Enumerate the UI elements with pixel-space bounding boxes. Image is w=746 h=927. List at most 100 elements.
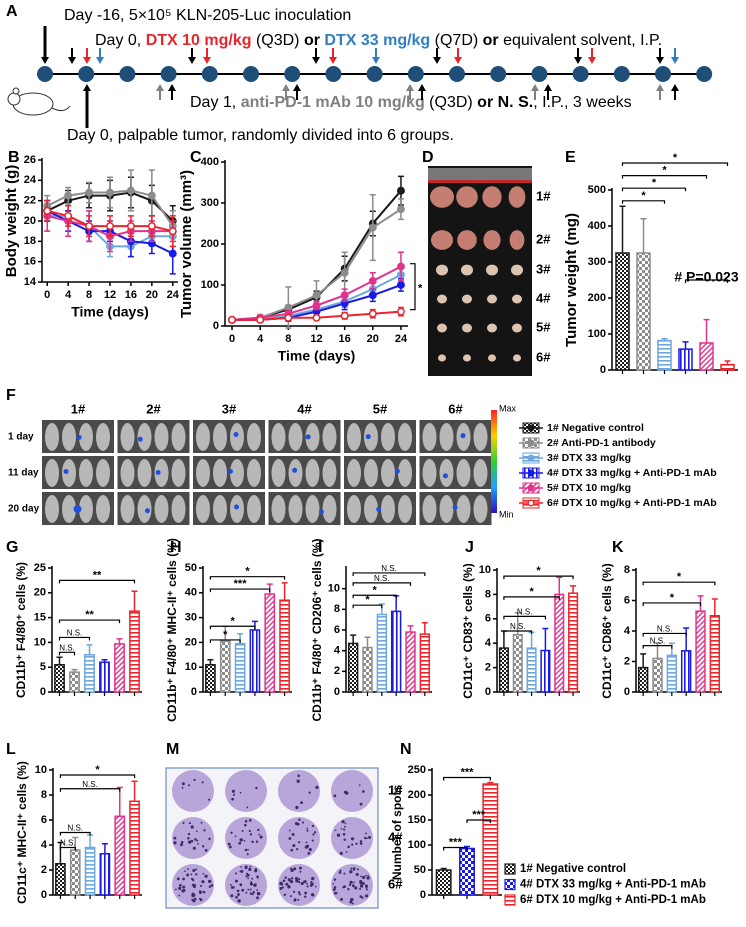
spot: [195, 830, 198, 833]
signal: [376, 506, 382, 512]
mouse: [381, 423, 395, 451]
arrow-head: [282, 84, 290, 91]
timeline-node: [325, 66, 342, 82]
spot: [310, 880, 313, 883]
spot: [290, 880, 294, 884]
spot: [298, 841, 301, 844]
x-tick-label: 12: [310, 333, 322, 345]
bar: [99, 853, 111, 896]
arrow-head: [454, 57, 462, 64]
spot: [257, 828, 260, 832]
mouse: [213, 495, 227, 523]
text-part: (Q3D): [425, 94, 477, 111]
annotation: N.S.: [59, 643, 75, 652]
scale-label: Max: [499, 403, 517, 413]
spot: [292, 890, 296, 893]
bar: [376, 613, 388, 693]
y-tick-label: 0: [334, 686, 340, 698]
x-axis-label: Time (days): [278, 348, 356, 364]
tumor: [508, 186, 526, 208]
mouse: [322, 495, 337, 523]
y-tick-label: 14: [24, 276, 37, 288]
spot: [306, 885, 309, 888]
spot: [313, 831, 317, 834]
panel-letter: G: [6, 539, 18, 556]
spot: [258, 893, 261, 896]
row-label: 1 day: [8, 432, 34, 443]
mouse: [230, 459, 244, 487]
mouse: [79, 423, 93, 451]
mouse: [120, 423, 135, 451]
spot: [256, 875, 259, 879]
spot: [246, 853, 249, 856]
x-tick-label: 8: [86, 289, 92, 301]
bracket: [684, 279, 729, 283]
y-tick-label: 4: [624, 625, 631, 637]
spot: [297, 880, 301, 884]
spot: [365, 894, 369, 898]
legend-swatch: [504, 878, 516, 891]
spot: [297, 891, 301, 894]
spot: [354, 886, 358, 890]
mouse: [322, 423, 337, 451]
spot: [360, 843, 363, 845]
spot: [187, 868, 189, 871]
panel-letter: F: [6, 387, 16, 404]
spot: [209, 880, 212, 883]
mouse: [347, 423, 361, 451]
spot: [235, 895, 238, 899]
arrow-head: [671, 57, 679, 64]
bar: [526, 647, 537, 693]
spot: [227, 842, 231, 846]
spot: [290, 848, 294, 852]
spot: [244, 865, 248, 869]
spot: [360, 884, 364, 888]
bracket: [621, 200, 666, 204]
spot: [361, 896, 364, 899]
tumor: [437, 294, 447, 304]
spot: [258, 833, 261, 836]
spot: [293, 867, 297, 871]
arrow-head: [671, 84, 679, 91]
spot: [332, 883, 334, 885]
mouse: [473, 459, 488, 487]
mouse: [79, 459, 93, 487]
x-tick-label: 24: [167, 289, 180, 301]
mouse: [288, 423, 303, 451]
spot: [200, 884, 203, 887]
legend-label: 4# DTX 33 mg/kg + Anti-PD-1 mAb: [547, 467, 717, 479]
well: [225, 864, 267, 906]
y-tick-label: 10: [328, 583, 340, 595]
spot: [234, 879, 238, 883]
annotation: **: [93, 569, 102, 581]
spot: [343, 872, 346, 875]
mouse: [45, 495, 59, 523]
arrow-head: [418, 84, 426, 91]
photo-label: 2#: [536, 231, 551, 246]
arrow-head: [544, 84, 552, 91]
panel-letter: N: [400, 741, 412, 758]
mouse: [213, 423, 227, 451]
spot: [295, 805, 299, 810]
signal: [137, 436, 143, 442]
spot: [349, 880, 353, 884]
spot: [194, 868, 197, 871]
spot: [288, 837, 292, 840]
spot: [291, 833, 295, 836]
bar: [69, 671, 80, 693]
bar: [279, 599, 290, 693]
y-tick-label: 400: [201, 156, 219, 168]
arrow-head: [293, 84, 301, 91]
spot: [359, 802, 363, 806]
spot: [194, 838, 197, 841]
spot: [260, 836, 263, 839]
arrow-head: [531, 84, 539, 91]
point: [397, 205, 405, 214]
mouse: [62, 495, 76, 523]
mouse: [137, 423, 152, 451]
point: [147, 191, 156, 200]
spot: [197, 843, 199, 845]
bar: [678, 348, 693, 371]
bracket: [352, 594, 397, 599]
spot: [309, 884, 313, 887]
